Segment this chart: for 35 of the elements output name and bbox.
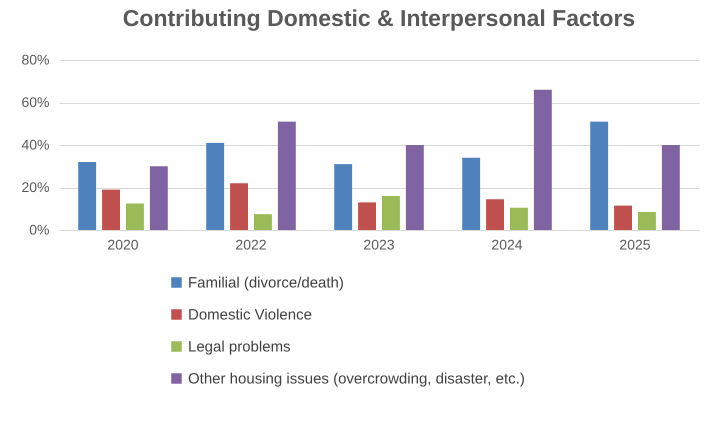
bar	[638, 212, 656, 230]
y-tick-label: 60%	[21, 94, 50, 110]
x-tick-label: 2020	[107, 236, 139, 252]
bar	[150, 166, 168, 230]
y-tick-label: 0%	[29, 222, 50, 238]
bar	[462, 158, 480, 230]
bar	[614, 206, 632, 230]
bar	[78, 162, 96, 230]
bar	[382, 196, 400, 230]
bar	[510, 208, 528, 230]
bar	[278, 122, 296, 230]
x-tick-label: 2023	[363, 236, 395, 252]
bar	[102, 190, 120, 230]
bar	[254, 214, 272, 230]
x-tick-label: 2022	[235, 236, 267, 252]
bar	[206, 142, 224, 230]
x-tick-label: 2024	[491, 236, 523, 252]
bar	[358, 202, 376, 230]
bar	[230, 183, 248, 230]
bar	[126, 203, 144, 230]
y-tick-label: 80%	[21, 52, 50, 68]
bar	[534, 90, 552, 230]
chart-title: Contributing Domestic & Interpersonal Factors	[122, 5, 636, 31]
bar	[590, 122, 608, 230]
bar	[662, 145, 680, 230]
legend-label: Legal problems	[188, 338, 291, 356]
bar	[406, 145, 424, 230]
bar	[486, 199, 504, 230]
legend-label: Familial (divorce/death)	[188, 274, 344, 292]
legend-label: Domestic Violence	[188, 306, 312, 324]
legend-label: Other housing issues (overcrowding, disaster, etc.)	[188, 370, 525, 388]
y-tick-label: 40%	[21, 136, 50, 152]
y-tick-label: 20%	[21, 179, 50, 195]
x-tick-label: 2025	[619, 236, 651, 252]
bar	[334, 164, 352, 230]
